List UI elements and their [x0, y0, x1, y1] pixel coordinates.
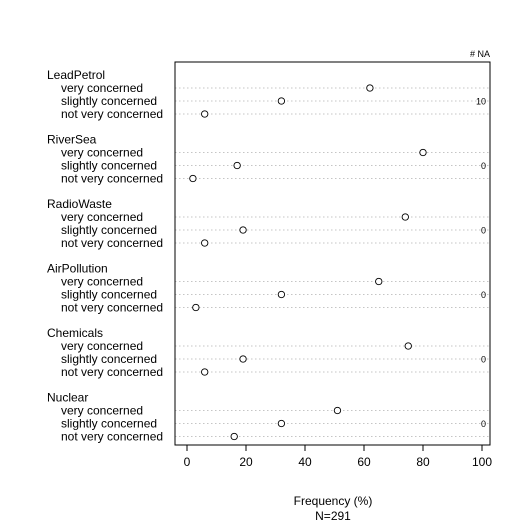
data-point — [201, 239, 209, 247]
x-axis: 0 20 40 60 80 100 — [184, 445, 492, 469]
na-count: 0 — [481, 161, 486, 171]
data-point — [401, 213, 409, 221]
x-tick-label: 0 — [184, 455, 191, 469]
na-count: 0 — [481, 355, 486, 365]
data-point — [192, 303, 200, 312]
row-label: slightly concerned — [61, 288, 157, 302]
row-label: slightly concerned — [61, 352, 157, 366]
sample-size-note: N=291 — [315, 509, 351, 523]
row-label: very concerned — [61, 404, 143, 418]
na-count: 0 — [481, 290, 486, 300]
group-label: RiverSea — [47, 133, 97, 147]
row-label: very concerned — [61, 210, 143, 224]
data-point — [333, 406, 342, 415]
data-point — [233, 161, 241, 170]
na-count: 10 — [476, 97, 486, 107]
data-point — [239, 226, 247, 234]
row-label: slightly concerned — [61, 417, 157, 431]
data-point — [366, 84, 374, 92]
data-point — [404, 342, 412, 350]
row-label: slightly concerned — [61, 159, 157, 173]
data-point — [375, 277, 383, 286]
group-label: Nuclear — [47, 391, 88, 405]
x-tick-label: 80 — [416, 455, 430, 469]
row-label: not very concerned — [61, 430, 163, 444]
x-tick-label: 100 — [472, 455, 492, 469]
row-label: not very concerned — [61, 107, 163, 121]
row-label: very concerned — [61, 275, 143, 289]
data-point — [189, 174, 197, 183]
row-label: very concerned — [61, 339, 143, 353]
data-point — [239, 355, 247, 363]
data-point — [201, 368, 209, 376]
x-tick-label: 40 — [298, 455, 312, 469]
data-point — [277, 97, 286, 105]
data-point — [201, 110, 209, 118]
data-point — [419, 148, 427, 157]
row-label: not very concerned — [61, 172, 163, 186]
x-tick-label: 60 — [357, 455, 371, 469]
row-label: not very concerned — [61, 301, 163, 315]
row-label: slightly concerned — [61, 94, 157, 108]
group-label: AirPollution — [47, 262, 108, 276]
data-point — [230, 432, 238, 441]
row-label: very concerned — [61, 81, 143, 95]
row-label: not very concerned — [61, 236, 163, 250]
group-label: Chemicals — [47, 326, 103, 340]
row-label: not very concerned — [61, 365, 163, 379]
na-column-header: # NA — [470, 49, 490, 59]
group-label: LeadPetrol — [47, 68, 105, 82]
data-point — [277, 290, 286, 299]
na-count: 0 — [481, 419, 486, 429]
grid-layer — [175, 87, 490, 437]
na-count: 0 — [481, 226, 486, 236]
x-tick-label: 20 — [239, 455, 253, 469]
x-axis-label: Frequency (%) — [294, 494, 373, 508]
row-label: very concerned — [61, 146, 143, 160]
data-point — [277, 419, 286, 428]
row-label: slightly concerned — [61, 223, 157, 237]
points-layer — [189, 84, 427, 441]
plot-frame — [174, 61, 491, 446]
group-label: RadioWaste — [47, 197, 112, 211]
